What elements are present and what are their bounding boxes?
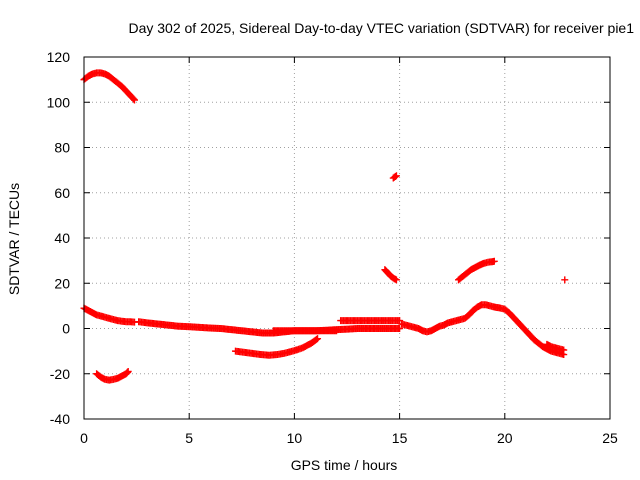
y-axis-tick-labels: -40 -20 0 20 40 60 80 100 120 bbox=[47, 49, 71, 427]
series-arc-6 bbox=[269, 325, 404, 335]
plot-frame bbox=[83, 56, 611, 420]
data-point bbox=[123, 368, 131, 376]
series-arc-9 bbox=[389, 172, 400, 182]
series-arc-10 bbox=[398, 301, 498, 336]
axis-ticks bbox=[83, 56, 611, 420]
x-tick-label: 5 bbox=[185, 430, 193, 446]
y-tick-label: 20 bbox=[54, 275, 70, 291]
x-tick-label: 25 bbox=[602, 430, 618, 446]
y-tick-label: -40 bbox=[50, 411, 70, 427]
x-tick-label: 20 bbox=[497, 430, 513, 446]
data-point bbox=[130, 95, 138, 103]
gridlines bbox=[84, 57, 610, 419]
x-tick-label: 0 bbox=[80, 430, 88, 446]
y-tick-label: -20 bbox=[50, 366, 70, 382]
y-axis-title: SDTVAR / TECUs bbox=[6, 183, 22, 295]
series-arc-12 bbox=[490, 303, 568, 359]
series-arc-13 bbox=[543, 340, 568, 354]
x-tick-label: 15 bbox=[392, 430, 408, 446]
x-axis-tick-labels: 0 5 10 15 20 25 bbox=[80, 430, 618, 446]
series-arc-7 bbox=[337, 317, 404, 325]
data-point bbox=[123, 369, 131, 377]
series-arc-11 bbox=[455, 257, 498, 284]
series-arc-2 bbox=[80, 304, 138, 326]
y-tick-label: 40 bbox=[54, 230, 70, 246]
series-arc-1 bbox=[80, 69, 138, 104]
data-point bbox=[396, 325, 404, 332]
data-point bbox=[130, 96, 138, 104]
series-arc-5 bbox=[231, 335, 322, 359]
x-tick-label: 10 bbox=[287, 430, 303, 446]
y-tick-label: 0 bbox=[62, 321, 70, 337]
y-tick-label: 80 bbox=[54, 140, 70, 156]
data-point bbox=[392, 172, 400, 180]
chart-title: Day 302 of 2025, Sidereal Day-to-day VTE… bbox=[128, 20, 634, 36]
x-axis-title: GPS time / hours bbox=[291, 457, 398, 473]
data-point bbox=[560, 346, 568, 354]
y-tick-label: 60 bbox=[54, 185, 70, 201]
series-arc-3 bbox=[93, 367, 132, 384]
series-arc-8 bbox=[381, 266, 400, 284]
series-arc-14 bbox=[561, 276, 569, 284]
y-tick-label: 100 bbox=[47, 94, 71, 110]
data-point bbox=[561, 276, 569, 284]
data-point bbox=[490, 257, 498, 265]
data-point bbox=[314, 335, 322, 343]
data-marks bbox=[80, 69, 569, 384]
data-point bbox=[391, 173, 399, 181]
data-point bbox=[392, 276, 400, 284]
y-tick-label: 120 bbox=[47, 49, 71, 65]
data-point bbox=[124, 367, 132, 375]
data-point bbox=[312, 335, 320, 343]
